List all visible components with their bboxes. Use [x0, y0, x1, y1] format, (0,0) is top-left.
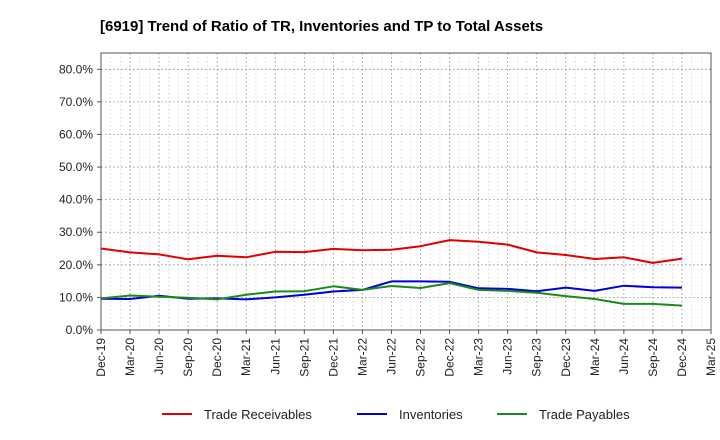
legend-label-3: Trade Payables	[539, 407, 630, 422]
x-tick-label: Jun-20	[152, 338, 166, 375]
x-tick-label: Sep-22	[414, 338, 428, 377]
legend-label-1: Trade Receivables	[204, 407, 312, 422]
chart-title: [6919] Trend of Ratio of TR, Inventories…	[100, 18, 543, 35]
x-tick-label: Mar-21	[239, 338, 253, 376]
x-tick-label: Dec-20	[210, 338, 224, 377]
y-tick-label: 70.0%	[59, 95, 93, 109]
y-tick-label: 40.0%	[59, 193, 93, 207]
x-axis: Dec-19 Mar-20 Jun-20 Sep-20 Dec-20 Mar-21 Jun-…	[94, 330, 718, 377]
series-line-3	[100, 282, 683, 307]
x-tick-label: Dec-22	[443, 338, 457, 377]
y-tick-label: 20.0%	[59, 258, 93, 272]
x-tick-label: Mar-23	[472, 338, 486, 376]
x-tick-label: Mar-25	[704, 338, 718, 376]
x-tick-label: Mar-24	[588, 338, 602, 376]
legend: Trade Receivables Inventories Trade Payabl…	[162, 407, 630, 422]
x-tick-label: Dec-23	[559, 338, 573, 377]
legend-label-2: Inventories	[399, 407, 463, 422]
x-tick-label: Dec-24	[675, 338, 689, 377]
y-tick-label: 0.0%	[66, 323, 94, 337]
x-tick-label: Mar-22	[355, 338, 369, 376]
x-tick-label: Jun-21	[268, 338, 282, 375]
plot-area	[100, 52, 712, 331]
x-tick-label: Mar-20	[123, 338, 137, 376]
x-tick-label: Jun-24	[617, 338, 631, 375]
x-tick-label: Sep-20	[181, 338, 195, 377]
y-tick-label: 80.0%	[59, 62, 93, 76]
y-tick-label: 10.0%	[59, 290, 93, 304]
series-lines	[100, 239, 683, 307]
x-tick-label: Jun-22	[384, 338, 398, 375]
x-tick-label: Dec-21	[326, 338, 340, 377]
series-line-1	[100, 239, 683, 264]
x-tick-label: Sep-24	[646, 338, 660, 377]
x-tick-label: Dec-19	[94, 338, 108, 377]
x-tick-label: Sep-21	[297, 338, 311, 377]
y-axis: 0.0% 10.0% 20.0% 30.0% 40.0% 50.0% 60.0% 70.0% 8…	[59, 62, 101, 337]
x-tick-label: Sep-23	[530, 338, 544, 377]
x-tick-label: Jun-23	[501, 338, 515, 375]
y-tick-label: 60.0%	[59, 127, 93, 141]
y-tick-label: 50.0%	[59, 160, 93, 174]
gridlines	[101, 53, 711, 330]
y-tick-label: 30.0%	[59, 225, 93, 239]
